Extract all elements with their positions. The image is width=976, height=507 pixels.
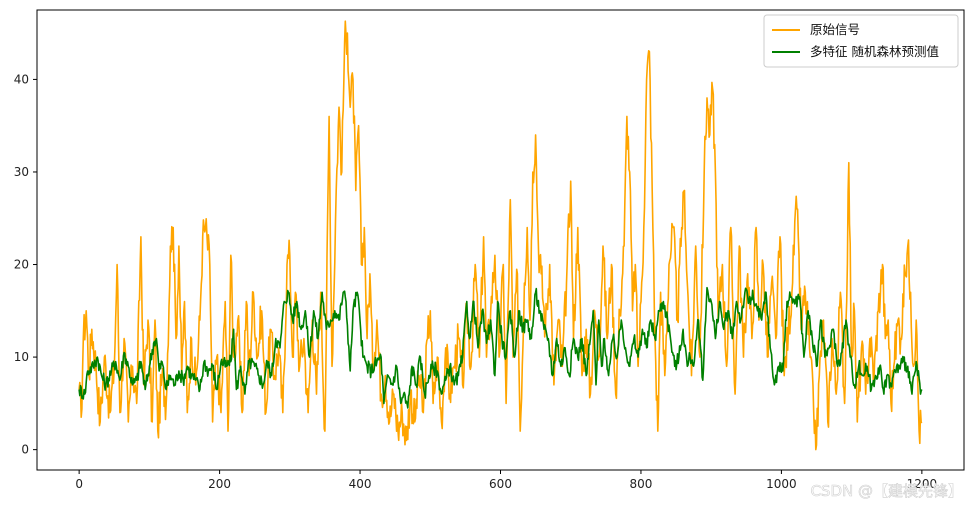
y-tick-label: 30 xyxy=(14,165,29,179)
x-tick-label: 200 xyxy=(208,477,231,491)
y-tick-label: 40 xyxy=(14,72,29,86)
y-tick-label: 10 xyxy=(14,350,29,364)
plot-frame xyxy=(36,9,965,471)
x-tick-label: 1200 xyxy=(907,477,938,491)
x-tick-label: 400 xyxy=(349,477,372,491)
series-lines xyxy=(78,20,923,451)
y-tick-label: 0 xyxy=(21,443,29,457)
x-tick-label: 800 xyxy=(630,477,653,491)
watermark-text: CSDN @【建模先锋】 xyxy=(810,482,963,500)
x-axis: 0 200 400 600 800 1000 1200 xyxy=(75,470,937,491)
x-tick-label: 0 xyxy=(75,477,83,491)
series-line-2 xyxy=(78,286,923,409)
legend-box xyxy=(763,14,959,68)
legend-label: 原始信号 xyxy=(810,22,860,37)
y-axis: 0 10 20 30 40 xyxy=(14,72,37,457)
y-tick-label: 20 xyxy=(14,258,29,272)
x-tick-label: 1000 xyxy=(766,477,797,491)
legend-label: 多特征 随机森林预测值 xyxy=(810,44,939,59)
x-tick-label: 600 xyxy=(489,477,512,491)
series-line-1 xyxy=(78,20,923,451)
